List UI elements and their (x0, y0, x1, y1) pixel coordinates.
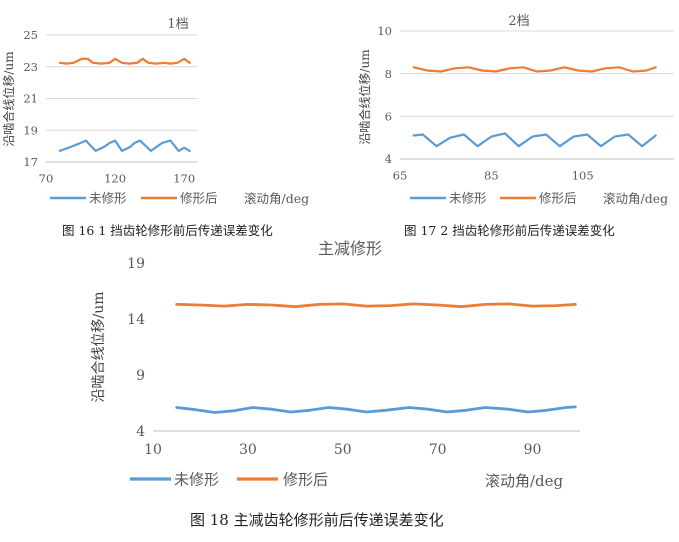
legend-label-c3: 未修形 (174, 470, 219, 488)
y-tick-label-c3: 9 (136, 368, 145, 384)
x-tick-label-c3: 90 (524, 442, 542, 458)
series-line-modified-c3 (175, 302, 577, 309)
y-tick-label-c2: 4 (385, 152, 392, 166)
y-tick-label-c2: 10 (377, 24, 392, 38)
y-tick-label-c1: 23 (23, 60, 38, 74)
series-line-modified-c1 (58, 57, 191, 65)
y-axis-label-c3: 沿啮合线位移/um (91, 291, 107, 402)
x-tick-label-c3: 70 (429, 442, 447, 458)
x-tick-label-c2: 65 (393, 169, 408, 183)
caption-fig18: 图 18 主减齿轮修形前后传递误差变化 (190, 511, 444, 529)
x-tick-label-c1: 70 (39, 172, 54, 186)
x-axis-label-c1: 滚动角/deg (244, 191, 309, 206)
legend-label-c3: 修形后 (283, 470, 328, 488)
y-axis-label-c2: 沿啮合线位移/um (357, 49, 372, 145)
series-line-unmodified-c1 (58, 139, 191, 152)
legend-label-c2: 修形后 (539, 191, 577, 206)
chart-title-c2: 2档 (508, 14, 529, 29)
x-tick-label-c3: 30 (239, 442, 257, 458)
legend-label-c1: 修形后 (180, 191, 218, 206)
x-tick-label-c1: 170 (173, 172, 195, 186)
y-tick-label-c3: 4 (136, 424, 145, 440)
x-tick-label-c1: 120 (104, 172, 126, 186)
legend-label-c2: 未修形 (449, 191, 487, 206)
series-line-unmodified-c2 (412, 132, 657, 148)
chart-title-c1: 1档 (167, 17, 188, 32)
x-axis-label-c3: 滚动角/deg (485, 472, 564, 490)
chart-title-c3: 主减修形 (318, 239, 382, 258)
y-tick-label-c2: 8 (385, 67, 392, 81)
y-tick-label-c1: 19 (23, 123, 38, 137)
caption-fig16: 图 16 1 挡齿轮修形前后传递误差变化 (62, 223, 273, 238)
x-tick-label-c3: 10 (144, 442, 162, 458)
y-tick-label-c1: 25 (23, 28, 38, 42)
y-tick-label-c3: 19 (127, 256, 145, 272)
y-axis-label-c1: 沿啮合线位移/um (1, 51, 16, 147)
y-tick-label-c1: 21 (23, 92, 38, 106)
y-tick-label-c3: 14 (127, 312, 145, 328)
y-tick-label-c1: 17 (23, 155, 38, 169)
series-line-modified-c2 (412, 66, 657, 73)
x-tick-label-c2: 105 (572, 169, 594, 183)
x-tick-label-c3: 50 (334, 442, 352, 458)
legend-label-c1: 未修形 (89, 191, 127, 206)
y-tick-label-c2: 6 (385, 109, 392, 123)
series-line-unmodified-c3 (175, 405, 577, 414)
caption-fig17: 图 17 2 挡齿轮修形前后传递误差变化 (404, 223, 615, 238)
x-tick-label-c2: 85 (484, 169, 499, 183)
x-axis-label-c2: 滚动角/deg (603, 191, 668, 206)
